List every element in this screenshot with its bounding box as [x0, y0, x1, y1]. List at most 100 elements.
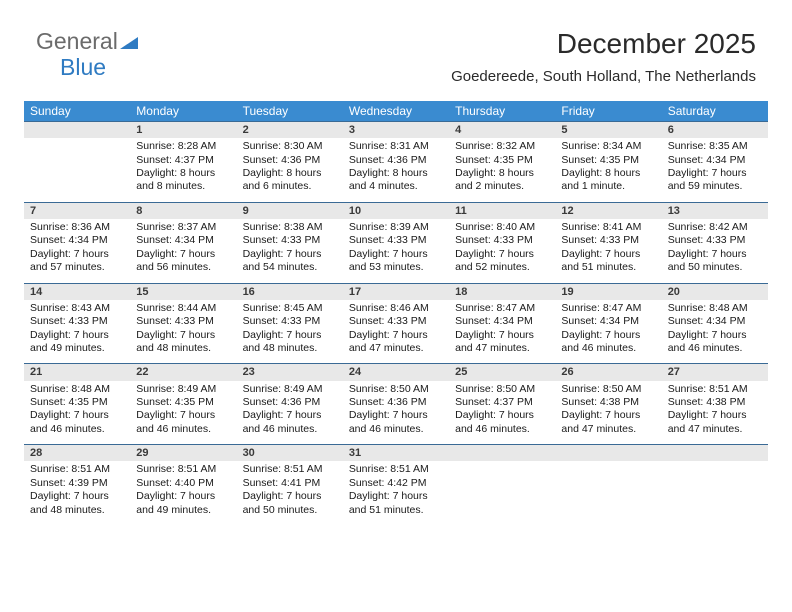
sunset-text: Sunset: 4:38 PM — [668, 396, 762, 409]
day-cell: Sunrise: 8:44 AMSunset: 4:33 PMDaylight:… — [130, 300, 236, 364]
sunset-text: Sunset: 4:33 PM — [30, 315, 124, 328]
day-number: 30 — [237, 445, 343, 462]
day-cell — [662, 461, 768, 525]
daylight-text: Daylight: 7 hours and 56 minutes. — [136, 248, 230, 275]
day-number — [555, 445, 661, 462]
daylight-text: Daylight: 7 hours and 49 minutes. — [30, 329, 124, 356]
sunrise-text: Sunrise: 8:51 AM — [668, 383, 762, 396]
sunset-text: Sunset: 4:35 PM — [30, 396, 124, 409]
sunset-text: Sunset: 4:34 PM — [668, 315, 762, 328]
title-block: December 2025 Goedereede, South Holland,… — [451, 28, 756, 85]
sunrise-text: Sunrise: 8:50 AM — [349, 383, 443, 396]
day-number: 14 — [24, 283, 130, 300]
day-number: 6 — [662, 122, 768, 139]
sunrise-text: Sunrise: 8:42 AM — [668, 221, 762, 234]
day-number: 27 — [662, 364, 768, 381]
day-number: 1 — [130, 122, 236, 139]
sunrise-text: Sunrise: 8:32 AM — [455, 140, 549, 153]
day-number: 26 — [555, 364, 661, 381]
weekday-header-row: Sunday Monday Tuesday Wednesday Thursday… — [24, 101, 768, 122]
daylight-text: Daylight: 7 hours and 47 minutes. — [668, 409, 762, 436]
day-number — [449, 445, 555, 462]
day-cell: Sunrise: 8:31 AMSunset: 4:36 PMDaylight:… — [343, 138, 449, 202]
day-number-row: 28293031 — [24, 445, 768, 462]
day-number: 9 — [237, 202, 343, 219]
sunset-text: Sunset: 4:33 PM — [349, 234, 443, 247]
daylight-text: Daylight: 7 hours and 46 minutes. — [136, 409, 230, 436]
day-body-row: Sunrise: 8:36 AMSunset: 4:34 PMDaylight:… — [24, 219, 768, 283]
day-cell — [449, 461, 555, 525]
sunrise-text: Sunrise: 8:37 AM — [136, 221, 230, 234]
day-cell: Sunrise: 8:51 AMSunset: 4:39 PMDaylight:… — [24, 461, 130, 525]
logo-text-2: Blue — [60, 54, 106, 81]
daylight-text: Daylight: 7 hours and 46 minutes. — [30, 409, 124, 436]
sunrise-text: Sunrise: 8:48 AM — [30, 383, 124, 396]
day-number: 3 — [343, 122, 449, 139]
day-number-row: 78910111213 — [24, 202, 768, 219]
daylight-text: Daylight: 7 hours and 53 minutes. — [349, 248, 443, 275]
day-cell: Sunrise: 8:41 AMSunset: 4:33 PMDaylight:… — [555, 219, 661, 283]
day-cell: Sunrise: 8:42 AMSunset: 4:33 PMDaylight:… — [662, 219, 768, 283]
daylight-text: Daylight: 7 hours and 51 minutes. — [349, 490, 443, 517]
day-body-row: Sunrise: 8:43 AMSunset: 4:33 PMDaylight:… — [24, 300, 768, 364]
sunset-text: Sunset: 4:33 PM — [455, 234, 549, 247]
day-number: 11 — [449, 202, 555, 219]
daylight-text: Daylight: 8 hours and 2 minutes. — [455, 167, 549, 194]
sunrise-text: Sunrise: 8:28 AM — [136, 140, 230, 153]
day-cell: Sunrise: 8:39 AMSunset: 4:33 PMDaylight:… — [343, 219, 449, 283]
weekday-header: Friday — [555, 101, 661, 122]
sunset-text: Sunset: 4:35 PM — [561, 154, 655, 167]
day-number: 19 — [555, 283, 661, 300]
day-number-row: 123456 — [24, 122, 768, 139]
weekday-header: Tuesday — [237, 101, 343, 122]
day-cell: Sunrise: 8:40 AMSunset: 4:33 PMDaylight:… — [449, 219, 555, 283]
sunrise-text: Sunrise: 8:48 AM — [668, 302, 762, 315]
day-cell: Sunrise: 8:45 AMSunset: 4:33 PMDaylight:… — [237, 300, 343, 364]
day-number: 5 — [555, 122, 661, 139]
daylight-text: Daylight: 7 hours and 47 minutes. — [349, 329, 443, 356]
sunrise-text: Sunrise: 8:34 AM — [561, 140, 655, 153]
sunset-text: Sunset: 4:40 PM — [136, 477, 230, 490]
sunset-text: Sunset: 4:41 PM — [243, 477, 337, 490]
daylight-text: Daylight: 7 hours and 51 minutes. — [561, 248, 655, 275]
day-number: 20 — [662, 283, 768, 300]
day-cell: Sunrise: 8:49 AMSunset: 4:36 PMDaylight:… — [237, 381, 343, 445]
sunrise-text: Sunrise: 8:31 AM — [349, 140, 443, 153]
sunrise-text: Sunrise: 8:43 AM — [30, 302, 124, 315]
day-cell: Sunrise: 8:36 AMSunset: 4:34 PMDaylight:… — [24, 219, 130, 283]
sunset-text: Sunset: 4:34 PM — [136, 234, 230, 247]
day-cell: Sunrise: 8:51 AMSunset: 4:41 PMDaylight:… — [237, 461, 343, 525]
sunrise-text: Sunrise: 8:51 AM — [136, 463, 230, 476]
day-cell: Sunrise: 8:46 AMSunset: 4:33 PMDaylight:… — [343, 300, 449, 364]
day-cell: Sunrise: 8:50 AMSunset: 4:36 PMDaylight:… — [343, 381, 449, 445]
day-number: 23 — [237, 364, 343, 381]
sunset-text: Sunset: 4:36 PM — [349, 154, 443, 167]
day-number: 22 — [130, 364, 236, 381]
daylight-text: Daylight: 7 hours and 57 minutes. — [30, 248, 124, 275]
day-number — [662, 445, 768, 462]
sunset-text: Sunset: 4:33 PM — [243, 234, 337, 247]
day-cell: Sunrise: 8:51 AMSunset: 4:38 PMDaylight:… — [662, 381, 768, 445]
sunrise-text: Sunrise: 8:50 AM — [561, 383, 655, 396]
day-body-row: Sunrise: 8:28 AMSunset: 4:37 PM Daylight:… — [24, 138, 768, 202]
sunset-text: Sunset: 4:34 PM — [455, 315, 549, 328]
day-number: 17 — [343, 283, 449, 300]
page-title: December 2025 — [451, 28, 756, 60]
day-number: 2 — [237, 122, 343, 139]
sunrise-text: Sunrise: 8:36 AM — [30, 221, 124, 234]
day-cell: Sunrise: 8:32 AMSunset: 4:35 PMDaylight:… — [449, 138, 555, 202]
logo: General — [36, 28, 138, 55]
daylight-text: Daylight: 7 hours and 52 minutes. — [455, 248, 549, 275]
sunset-text: Sunset: 4:33 PM — [349, 315, 443, 328]
sunrise-text: Sunrise: 8:46 AM — [349, 302, 443, 315]
sunset-text: Sunset: 4:37 PM — [136, 154, 230, 167]
header: General December 2025 Goedereede, South … — [0, 0, 792, 91]
day-cell: Sunrise: 8:35 AMSunset: 4:34 PMDaylight:… — [662, 138, 768, 202]
sunrise-text: Sunrise: 8:49 AM — [243, 383, 337, 396]
day-cell: Sunrise: 8:50 AMSunset: 4:37 PMDaylight:… — [449, 381, 555, 445]
day-number: 12 — [555, 202, 661, 219]
day-number: 4 — [449, 122, 555, 139]
day-number: 13 — [662, 202, 768, 219]
weekday-header: Monday — [130, 101, 236, 122]
daylight-text: Daylight: 7 hours and 50 minutes. — [668, 248, 762, 275]
